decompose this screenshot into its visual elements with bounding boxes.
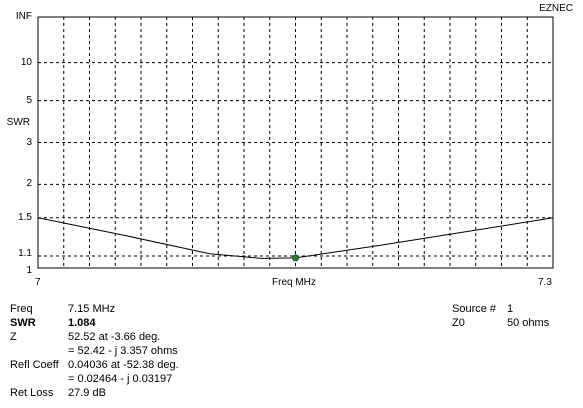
y-tick-label: 5: [26, 94, 32, 106]
z0-value: 50 ohms: [507, 317, 550, 329]
y-tick-label: 1.1: [18, 248, 32, 260]
y-tick-label: 1.5: [18, 211, 32, 223]
y-tick-label: 10: [20, 56, 32, 68]
swr-label: SWR: [10, 317, 36, 329]
y-tick-label: 2: [26, 178, 32, 190]
swr-curve: [37, 217, 554, 259]
source-value: 1: [507, 303, 514, 315]
x-axis-title: Freq MHz: [272, 277, 316, 288]
freq-value: 7.15 MHz: [68, 303, 116, 315]
source-label: Source #: [452, 303, 497, 315]
y-tick-label: 1: [26, 265, 32, 276]
refl-coeff-rect-value: = 0.02464 - j 0.03197: [68, 373, 173, 385]
z-rect-value: = 52.42 - j 3.357 ohms: [68, 345, 178, 357]
refl-coeff-label: Refl Coeff: [10, 359, 59, 371]
refl-coeff-polar-value: 0.04036 at -52.38 deg.: [68, 359, 179, 371]
frequency-marker: [292, 254, 299, 262]
x-tick-label-end: 7.3: [538, 277, 552, 288]
return-loss-label: Ret Loss: [10, 387, 54, 399]
z0-label: Z0: [452, 317, 465, 329]
x-tick-label-start: 7: [35, 277, 41, 288]
swr-chart[interactable]: [0, 0, 583, 300]
z-label: Z: [10, 331, 17, 343]
z-polar-value: 52.52 at -3.66 deg.: [68, 331, 161, 343]
plot-frame: [37, 16, 554, 269]
y-axis-title: SWR: [6, 117, 30, 128]
app-label: EZNEC: [539, 3, 573, 14]
y-tick-label: INF: [15, 11, 32, 22]
chart-grid: [38, 17, 553, 268]
return-loss-value: 27.9 dB: [68, 387, 106, 399]
freq-label: Freq: [10, 303, 33, 315]
swr-value: 1.084: [68, 317, 96, 329]
y-tick-label: 3: [26, 136, 32, 148]
